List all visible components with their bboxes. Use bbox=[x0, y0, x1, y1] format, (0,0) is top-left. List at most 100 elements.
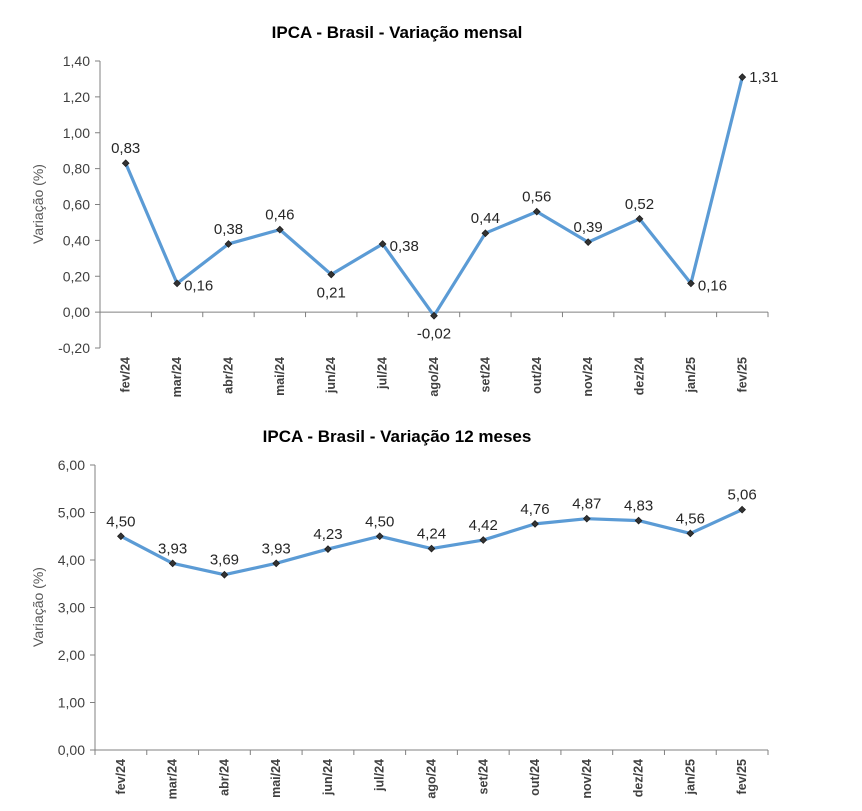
data-label: 4,24 bbox=[417, 526, 446, 543]
y-tick-label: 0,00 bbox=[58, 742, 85, 758]
data-point bbox=[168, 559, 177, 568]
x-tick-label: nov/24 bbox=[581, 357, 595, 397]
x-tick-label: mai/24 bbox=[273, 357, 287, 396]
data-label: 4,42 bbox=[469, 517, 498, 534]
data-point bbox=[427, 544, 436, 553]
y-tick-label: 1,00 bbox=[63, 125, 90, 141]
data-label: 0,38 bbox=[214, 221, 243, 238]
x-tick-label: ago/24 bbox=[427, 357, 441, 397]
data-point bbox=[117, 532, 125, 541]
data-label: 0,44 bbox=[471, 210, 500, 227]
data-point bbox=[686, 529, 695, 538]
x-tick-label: jun/24 bbox=[321, 759, 335, 796]
chart-title: IPCA - Brasil - Variação mensal bbox=[272, 23, 523, 42]
x-tick-label: fev/24 bbox=[119, 357, 133, 392]
y-tick-label: 0,80 bbox=[63, 161, 90, 177]
data-label: 3,69 bbox=[210, 552, 239, 569]
data-point bbox=[532, 207, 541, 216]
x-tick-label: jan/25 bbox=[684, 357, 698, 393]
x-tick-label: mar/24 bbox=[170, 357, 184, 397]
data-point bbox=[481, 229, 490, 238]
x-tick-label: abr/24 bbox=[221, 357, 235, 394]
data-label: 4,56 bbox=[676, 510, 705, 527]
data-label: 3,93 bbox=[262, 540, 291, 557]
data-label: 0,39 bbox=[574, 219, 603, 236]
data-point bbox=[634, 516, 643, 525]
data-point bbox=[430, 311, 438, 320]
data-label: 0,46 bbox=[265, 207, 294, 224]
y-tick-label: 0,40 bbox=[63, 232, 90, 248]
data-label: 0,52 bbox=[625, 196, 654, 213]
data-label: -0,02 bbox=[417, 326, 451, 343]
data-point bbox=[220, 570, 229, 579]
y-tick-label: 0,00 bbox=[63, 304, 90, 320]
data-point bbox=[121, 159, 130, 168]
x-tick-label: jul/24 bbox=[373, 759, 387, 792]
data-label: 4,50 bbox=[106, 513, 135, 530]
y-tick-label: 1,00 bbox=[58, 695, 85, 711]
y-tick-label: 1,20 bbox=[63, 89, 90, 105]
data-point bbox=[738, 73, 747, 82]
x-tick-label: abr/24 bbox=[217, 759, 231, 796]
x-tick-label: out/24 bbox=[530, 357, 544, 394]
data-point bbox=[272, 559, 281, 568]
x-tick-label: jan/25 bbox=[683, 759, 697, 795]
x-tick-label: out/24 bbox=[528, 759, 542, 796]
x-tick-label: set/24 bbox=[478, 357, 492, 392]
data-point bbox=[531, 520, 539, 528]
y-tick-label: 4,00 bbox=[58, 552, 85, 568]
x-tick-label: ago/24 bbox=[425, 759, 439, 799]
data-point bbox=[224, 240, 233, 248]
y-tick-label: 0,60 bbox=[63, 197, 90, 213]
x-tick-label: nov/24 bbox=[580, 759, 594, 799]
data-point bbox=[275, 225, 284, 234]
data-label: 0,38 bbox=[390, 238, 419, 255]
y-tick-label: 5,00 bbox=[58, 505, 85, 521]
y-tick-label: 6,00 bbox=[58, 457, 85, 473]
x-tick-label: jun/24 bbox=[324, 357, 338, 394]
data-label: 0,21 bbox=[317, 284, 346, 301]
twelve-month-variation-chart: IPCA - Brasil - Variação 12 meses Variaç… bbox=[30, 427, 769, 799]
y-tick-label: 0,20 bbox=[63, 268, 90, 284]
x-tick-label: dez/24 bbox=[633, 357, 647, 395]
y-tick-label: -0,20 bbox=[58, 340, 90, 356]
data-label: 0,16 bbox=[698, 277, 727, 294]
data-label: 4,76 bbox=[520, 501, 549, 518]
data-point bbox=[327, 270, 336, 279]
data-label: 4,23 bbox=[313, 526, 342, 543]
data-point bbox=[584, 238, 593, 247]
data-label: 3,93 bbox=[158, 540, 187, 557]
x-tick-label: jul/24 bbox=[376, 357, 390, 390]
data-label: 4,83 bbox=[624, 498, 653, 515]
data-label: 0,56 bbox=[522, 189, 551, 206]
data-point bbox=[635, 214, 644, 223]
y-tick-label: 3,00 bbox=[58, 600, 85, 616]
data-label: 4,50 bbox=[365, 513, 394, 530]
chart-title: IPCA - Brasil - Variação 12 meses bbox=[263, 427, 532, 446]
data-point bbox=[738, 505, 746, 514]
data-label: 4,87 bbox=[572, 496, 601, 513]
x-tick-label: set/24 bbox=[476, 759, 490, 794]
x-tick-label: fev/24 bbox=[114, 759, 128, 794]
data-label: 1,31 bbox=[749, 69, 778, 86]
x-tick-label: mar/24 bbox=[166, 759, 180, 799]
data-label: 0,16 bbox=[184, 277, 213, 294]
data-point bbox=[687, 279, 695, 288]
x-tick-label: dez/24 bbox=[632, 759, 646, 797]
monthly-variation-chart: IPCA - Brasil - Variação mensal Variação… bbox=[30, 23, 779, 397]
x-tick-label: fev/25 bbox=[735, 759, 749, 794]
y-axis-label: Variação (%) bbox=[30, 567, 46, 647]
x-tick-label: fev/25 bbox=[735, 357, 749, 392]
data-point bbox=[378, 240, 387, 248]
data-label: 0,83 bbox=[111, 140, 140, 157]
y-tick-label: 2,00 bbox=[58, 647, 85, 663]
data-point bbox=[479, 536, 488, 544]
data-label: 5,06 bbox=[728, 487, 757, 504]
data-point bbox=[582, 514, 591, 523]
x-tick-label: mai/24 bbox=[269, 759, 283, 798]
data-point bbox=[173, 279, 181, 288]
y-axis-label: Variação (%) bbox=[30, 164, 46, 244]
y-tick-label: 1,40 bbox=[63, 53, 90, 69]
data-point bbox=[375, 532, 384, 541]
data-point bbox=[324, 545, 332, 553]
